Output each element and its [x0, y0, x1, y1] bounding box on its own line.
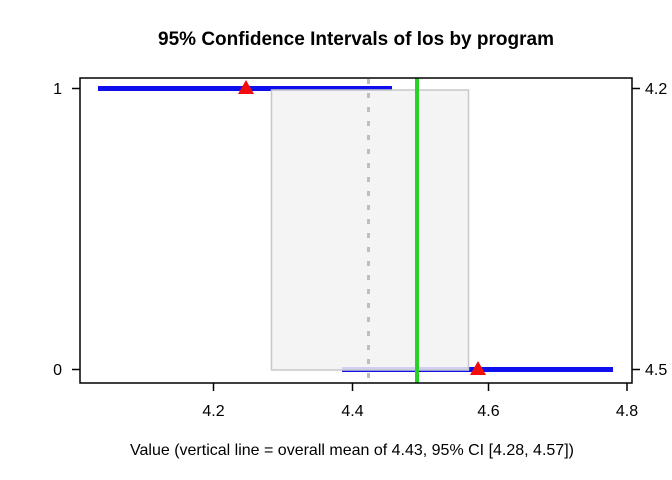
mean-triangle-group-1: [238, 80, 254, 94]
y-tick-label-1: 1: [53, 81, 62, 98]
y-tick-label-0: 0: [53, 362, 62, 379]
x-tick-label-2: 4.4: [341, 403, 363, 420]
x-tick-label-4: 4.8: [616, 403, 638, 420]
x-axis-label: Value (vertical line = overall mean of 4…: [130, 442, 574, 459]
x-tick-label-3: 4.6: [477, 403, 499, 420]
x-tick-label-1: 4.2: [202, 403, 224, 420]
overall-ci-rect: [270, 89, 470, 371]
right-label-group-1: 4.2: [645, 81, 667, 98]
chart-title: 95% Confidence Intervals of los by progr…: [158, 29, 554, 50]
right-label-group-0: 4.5: [645, 362, 667, 379]
mean-triangle-group-0: [470, 361, 486, 375]
plot-border: [79, 77, 633, 384]
